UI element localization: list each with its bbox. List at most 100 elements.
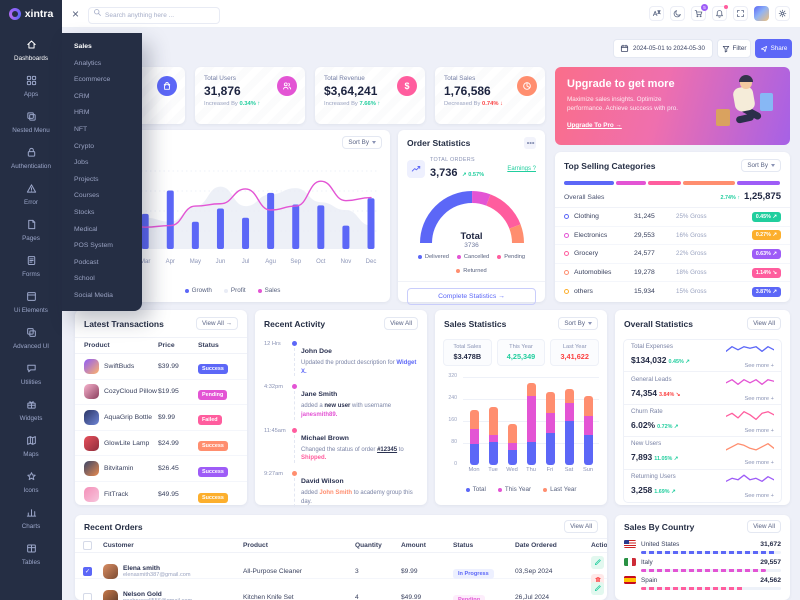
sidebar-item-ui-elements[interactable]: Ui Elements (0, 284, 62, 320)
edit-button[interactable] (591, 581, 604, 595)
sidebar-item-icons[interactable]: Icons (0, 464, 62, 500)
filter-button[interactable]: Filter (717, 39, 751, 58)
language-button[interactable] (649, 6, 664, 21)
sidebar-item-apps[interactable]: Apps (0, 68, 62, 104)
activity-link[interactable]: new user (324, 403, 351, 410)
submenu-item-crypto[interactable]: Crypto (74, 142, 95, 150)
map-icon (26, 435, 37, 448)
row-checkbox[interactable]: ✓ (83, 566, 92, 576)
submenu-item-stocks[interactable]: Stocks (74, 208, 95, 216)
see-more-link[interactable]: See more + (744, 395, 774, 402)
sidebar-item-label: Utilities (20, 378, 42, 386)
search-input[interactable] (88, 6, 221, 24)
users-icon (277, 76, 297, 96)
date-range-picker[interactable]: 2024-05-01 to 2024-05-30 (613, 39, 713, 58)
submenu-item-ecommerce[interactable]: Ecommerce (74, 76, 111, 84)
cart-icon (694, 10, 703, 18)
sidebar-item-tables[interactable]: Tables (0, 536, 62, 572)
view-all-button[interactable]: View All (747, 317, 781, 330)
activity-item: 12 Hrs John Doe Updated the product descri… (264, 341, 417, 377)
card-options-button[interactable] (524, 137, 536, 149)
total-orders-change: ↗ 0.57% (461, 172, 485, 178)
view-all-button[interactable]: View All (384, 317, 418, 330)
kpi-label: Total Revenue (324, 75, 365, 82)
share-icon (760, 45, 767, 52)
submenu-item-pos-system[interactable]: POS System (74, 242, 113, 250)
legend-item: Total (465, 486, 486, 493)
share-button[interactable]: Share (755, 39, 792, 58)
sidebar-item-label: Dashboards (14, 54, 48, 62)
country-row: Italy 29,557 (615, 556, 790, 572)
close-icon[interactable]: × (72, 6, 80, 21)
settings-button[interactable] (775, 6, 790, 21)
gauge-center-title: Total (460, 231, 483, 242)
sidebar-item-charts[interactable]: Charts (0, 500, 62, 536)
see-more-link[interactable]: See more + (744, 460, 774, 467)
activity-link[interactable]: janesmith89. (301, 412, 338, 419)
submenu-item-sales[interactable]: Sales (74, 43, 92, 50)
select-all-checkbox[interactable] (83, 541, 92, 550)
sidebar-item-widgets[interactable]: Widgets (0, 392, 62, 428)
sidebar-item-utilities[interactable]: Utilities (0, 356, 62, 392)
sidebar-item-maps[interactable]: Maps (0, 428, 62, 464)
overall-sales-change: 2.74% ↑ (720, 195, 741, 201)
submenu-item-jobs[interactable]: Jobs (74, 159, 89, 167)
sales-overview-legend: Growth Profit Sales (75, 287, 390, 294)
user-avatar[interactable] (754, 6, 769, 21)
sales-overview-chart: JanFebMarAprMayJunJulAguSepOctNovDec (79, 154, 386, 274)
sidebar-item-forms[interactable]: Forms (0, 248, 62, 284)
earnings-link[interactable]: Earnings ? (507, 166, 536, 172)
cart-button[interactable]: 5 (691, 4, 708, 21)
sidebar-item-error[interactable]: Error (0, 176, 62, 212)
transaction-row: FitTrack $49.95 Success (75, 482, 247, 508)
complete-statistics-button[interactable]: Complete Statistics → (407, 288, 536, 305)
submenu-item-medical[interactable]: Medical (74, 225, 98, 233)
view-all-button[interactable]: View All (564, 520, 598, 533)
product-image (84, 358, 99, 374)
submenu-item-courses[interactable]: Courses (74, 192, 100, 200)
activity-link[interactable]: John Smith (319, 490, 353, 497)
see-more-link[interactable]: See more + (744, 363, 774, 370)
see-more-link[interactable]: See more + (744, 427, 774, 434)
upgrade-cta-link[interactable]: Upgrade To Pro → (567, 121, 622, 129)
topbar-actions: 5 (649, 4, 790, 21)
sidebar-item-authentication[interactable]: Authentication (0, 140, 62, 176)
submenu-item-crm[interactable]: CRM (74, 92, 90, 100)
customer-avatar (103, 589, 118, 600)
activity-link[interactable]: Shipped. (301, 455, 327, 462)
view-all-button[interactable]: View All → (196, 317, 238, 330)
sidebar-item-nested-menu[interactable]: Nested Menu (0, 104, 62, 140)
submenu-item-school[interactable]: School (74, 275, 95, 283)
brand[interactable]: xintra (0, 0, 62, 28)
chevron-down-icon (771, 164, 775, 167)
sort-by-dropdown[interactable]: Sort By (741, 159, 781, 172)
sidebar-item-label: Pages (22, 234, 40, 242)
date-range-value: 2024-05-01 to 2024-05-30 (633, 45, 705, 52)
row-checkbox[interactable] (83, 592, 92, 600)
country-progress-bar (641, 569, 781, 572)
sidebar-item-advanced-ui[interactable]: Advanced UI (0, 320, 62, 356)
chevron-down-icon (372, 141, 376, 144)
view-all-button[interactable]: View All (747, 520, 781, 533)
sidebar-item-pages[interactable]: Pages (0, 212, 62, 248)
growth-badge: 0.63% ↗ (751, 248, 781, 259)
submenu-item-projects[interactable]: Projects (74, 175, 99, 183)
submenu-item-social-media[interactable]: Social Media (74, 291, 113, 299)
fullscreen-button[interactable] (733, 6, 748, 21)
see-more-link[interactable]: See more + (744, 493, 774, 500)
submenu-item-nft[interactable]: NFT (74, 125, 88, 133)
notifications-button[interactable] (712, 5, 728, 21)
submenu-item-hrm[interactable]: HRM (74, 109, 90, 117)
activity-link[interactable]: Widget X. (301, 360, 417, 375)
card-header: Recent Activity View All (255, 310, 427, 337)
sort-by-dropdown[interactable]: Sort By (342, 136, 382, 149)
category-dot-icon (564, 270, 569, 276)
sidebar-item-dashboards[interactable]: Dashboards (0, 32, 62, 68)
submenu-item-analytics[interactable]: Analytics (74, 59, 102, 67)
dark-mode-button[interactable] (670, 6, 685, 21)
edit-button[interactable] (591, 555, 604, 569)
submenu-item-podcast[interactable]: Podcast (74, 258, 99, 266)
sales-statistics-card: Sales Statistics Sort By Total Sales $3.4… (435, 310, 607, 505)
activity-link[interactable]: #12345 (377, 446, 398, 453)
sort-by-dropdown[interactable]: Sort By (558, 317, 598, 330)
